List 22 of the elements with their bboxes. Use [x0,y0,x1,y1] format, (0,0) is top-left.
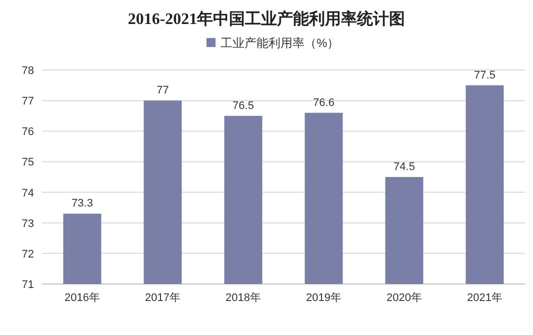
x-tick-label: 2021年 [467,292,502,304]
data-label: 77.5 [474,69,496,82]
data-label: 73.3 [72,198,93,210]
y-tick-label: 71 [22,279,34,291]
y-tick-label: 77 [22,96,34,108]
x-tick-label: 2017年 [145,292,180,304]
chart-title: 2016-2021年中国工业产能利用率统计图 [128,9,406,28]
y-tick-label: 72 [22,248,34,260]
x-tick-label: 2020年 [386,292,422,304]
y-tick-label: 75 [22,156,34,169]
x-tick-label: 2018年 [226,292,261,304]
data-label: 76.6 [313,96,334,109]
data-label: 76.5 [232,100,254,112]
y-tick-label: 76 [22,126,34,138]
x-tick-label: 2019年 [306,292,342,304]
legend-label: 工业产能利用率（%） [220,36,340,50]
x-tick-label: 2016年 [64,292,100,304]
data-label: 74.5 [394,161,415,173]
y-tick-label: 73 [22,218,34,230]
data-label: 77 [156,84,169,97]
y-tick-label: 78 [22,65,34,77]
y-tick-label: 74 [22,187,34,200]
